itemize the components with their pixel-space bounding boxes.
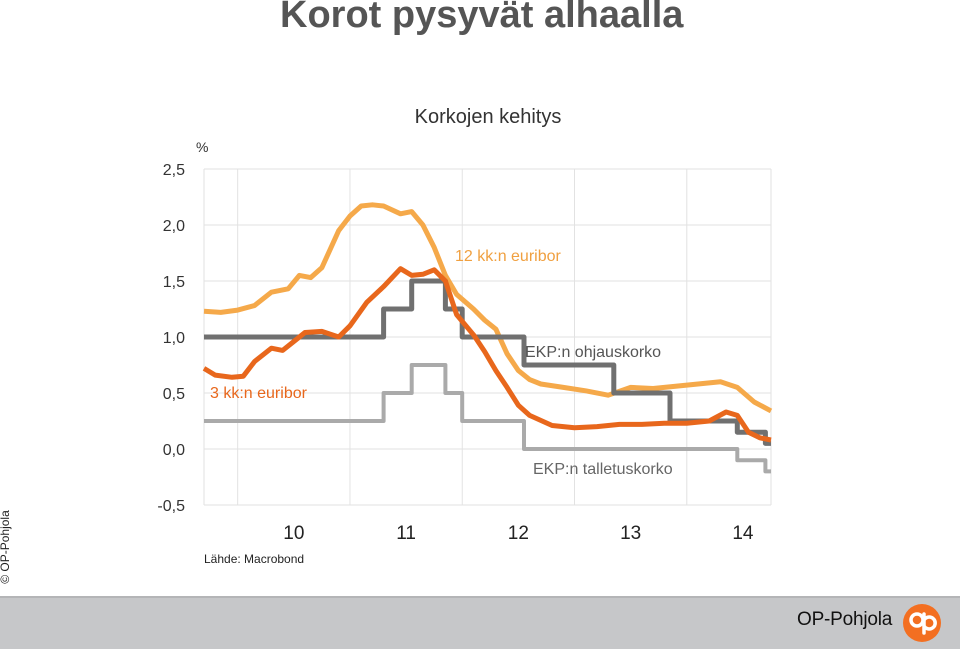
y-tick-label: 0,5	[163, 386, 185, 403]
series-line-1	[202, 266, 772, 443]
series-label-ekp-ohjauskorko: EKP:n ohjauskorko	[525, 344, 661, 361]
series-label-ekp-talletuskorko: EKP:n talletuskorko	[533, 461, 673, 478]
x-axis: 10 11 12 13 14	[283, 523, 754, 544]
series-line-3	[204, 363, 771, 474]
y-tick-label: 0,0	[163, 442, 185, 459]
x-tick-label: 13	[620, 523, 641, 544]
y-tick-label: 2,0	[163, 218, 185, 235]
source-note: Lähde: Macrobond	[204, 552, 305, 566]
series-label-3kk-euribor: 3 kk:n euribor	[210, 385, 308, 402]
series-labels: 12 kk:n euribor 3 kk:n euribor EKP:n ohj…	[210, 248, 673, 478]
y-tick-label: -0,5	[157, 498, 185, 515]
copyright-notice: © OP-Pohjola	[0, 510, 12, 584]
brand-name: OP-Pohjola	[797, 609, 893, 630]
series-label-12kk-euribor: 12 kk:n euribor	[455, 248, 562, 265]
x-tick-label: 11	[396, 523, 416, 544]
footer-bar: OP-Pohjola	[0, 596, 960, 649]
footer-divider	[0, 596, 960, 598]
x-tick-label: 12	[508, 523, 529, 544]
slide-title: Korot pysyvät alhaalla	[280, 0, 684, 36]
interest-rate-chart: Korkojen kehitys % 2,5 2,0 1,5 1,0 0,5 0,0 -0,…	[157, 106, 773, 544]
y-tick-label: 2,5	[163, 162, 185, 179]
y-tick-label: 1,0	[163, 330, 185, 347]
series-line-0	[203, 202, 773, 414]
chart-title: Korkojen kehitys	[415, 106, 562, 128]
y-axis-unit-label: %	[196, 139, 208, 155]
y-tick-label: 1,5	[163, 274, 185, 291]
x-tick-label: 10	[283, 523, 304, 544]
series-line-2	[204, 278, 771, 446]
y-axis: 2,5 2,0 1,5 1,0 0,5 0,0 -0,5	[157, 162, 185, 515]
series-lines	[202, 202, 773, 474]
op-logo-icon	[903, 604, 941, 642]
x-tick-label: 14	[732, 523, 754, 544]
